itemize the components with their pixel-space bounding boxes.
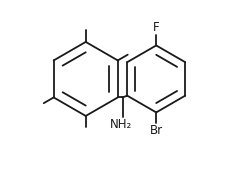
- Text: NH₂: NH₂: [110, 118, 132, 131]
- Text: F: F: [153, 21, 160, 34]
- Text: Br: Br: [150, 124, 163, 137]
